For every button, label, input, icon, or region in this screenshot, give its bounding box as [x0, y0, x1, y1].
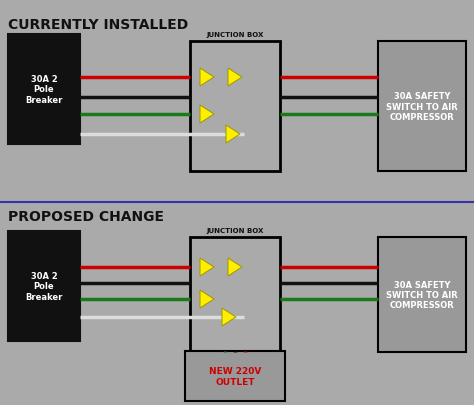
Bar: [8, 231, 80, 341]
Text: 30A 2
Pole
Breaker: 30A 2 Pole Breaker: [25, 75, 63, 104]
Polygon shape: [200, 258, 214, 276]
Text: 30A 2
Pole
Breaker: 30A 2 Pole Breaker: [25, 271, 63, 301]
Polygon shape: [200, 290, 214, 308]
Bar: [378, 42, 466, 172]
Polygon shape: [200, 106, 214, 124]
Text: NEW 220V
OUTLET: NEW 220V OUTLET: [209, 367, 261, 386]
Bar: [185, 351, 285, 401]
Text: CURRENTLY INSTALLED: CURRENTLY INSTALLED: [8, 18, 188, 32]
Polygon shape: [228, 258, 242, 276]
Text: JUNCTION BOX: JUNCTION BOX: [206, 228, 264, 233]
Polygon shape: [222, 308, 236, 326]
Text: JUNCTION BOX: JUNCTION BOX: [206, 32, 264, 38]
Polygon shape: [200, 69, 214, 87]
Text: PROPOSED CHANGE: PROPOSED CHANGE: [8, 209, 164, 224]
Bar: [378, 237, 466, 352]
Bar: [190, 42, 280, 172]
Bar: [190, 237, 280, 352]
Bar: [8, 35, 80, 145]
Polygon shape: [226, 126, 240, 144]
Text: 30A SAFETY
SWITCH TO AIR
COMPRESSOR: 30A SAFETY SWITCH TO AIR COMPRESSOR: [386, 280, 458, 310]
Polygon shape: [228, 69, 242, 87]
Text: 30A SAFETY
SWITCH TO AIR
COMPRESSOR: 30A SAFETY SWITCH TO AIR COMPRESSOR: [386, 92, 458, 122]
